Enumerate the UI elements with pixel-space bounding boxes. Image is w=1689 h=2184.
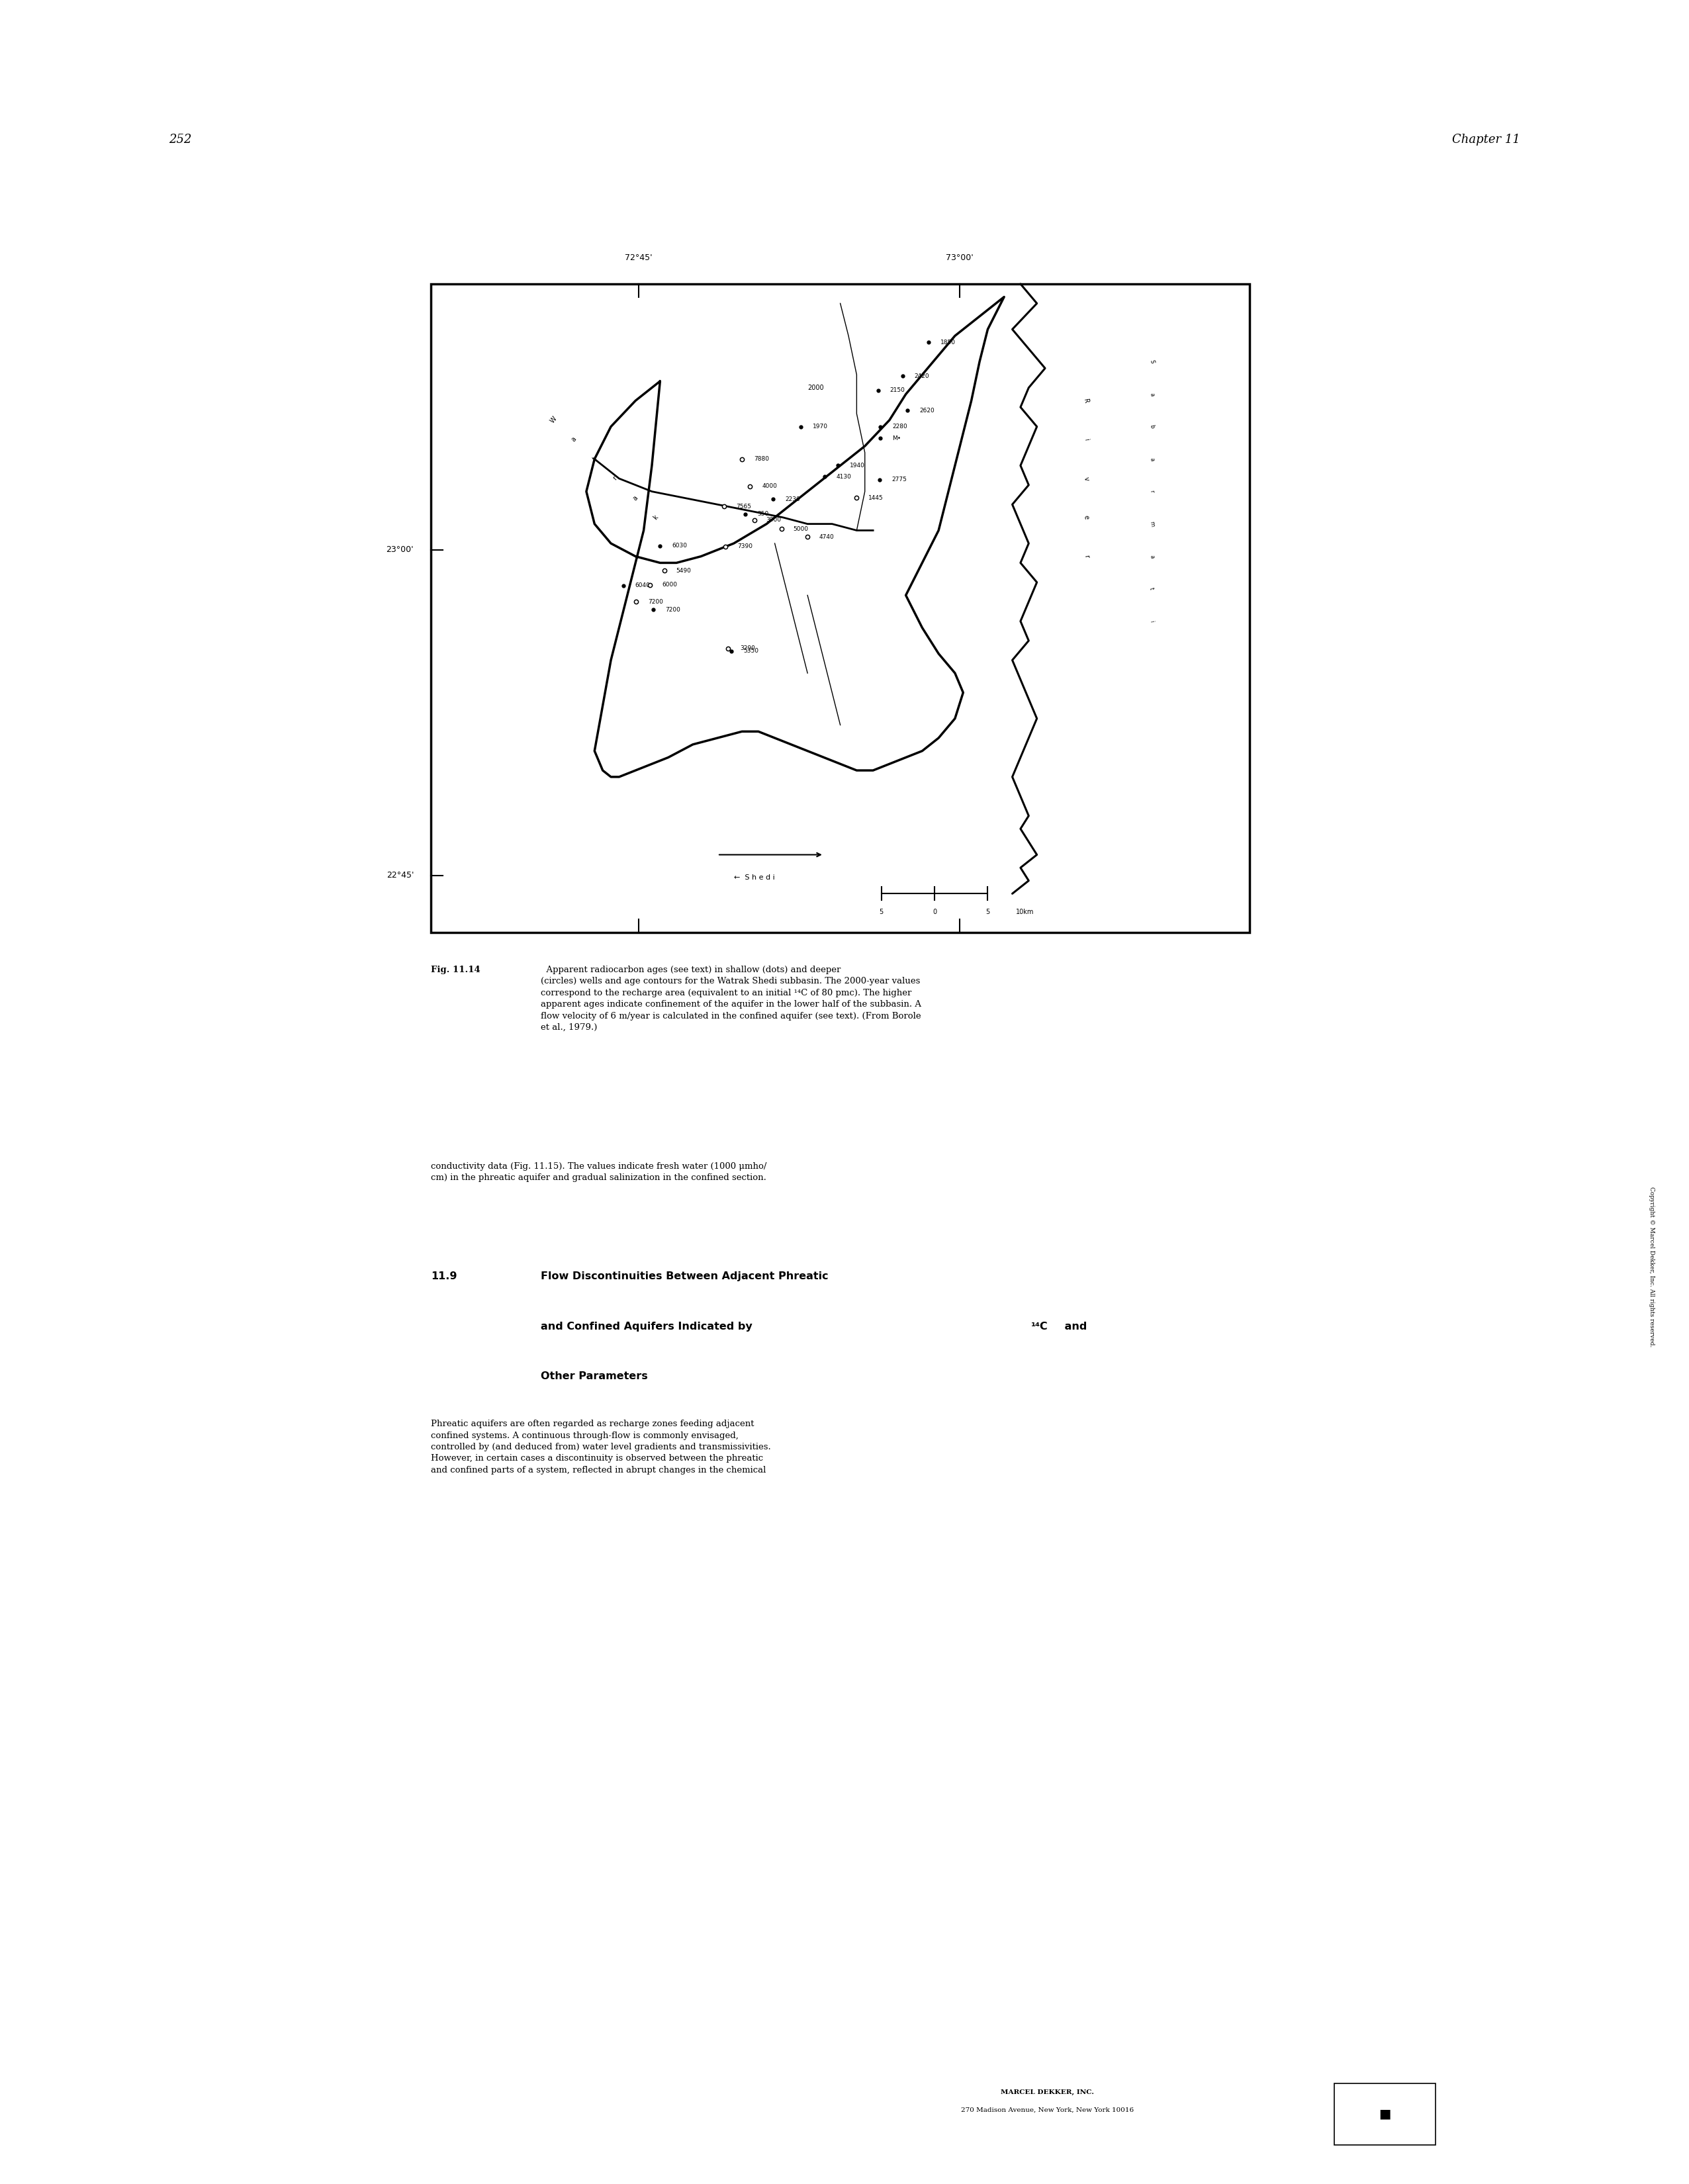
Text: a: a xyxy=(1149,555,1155,559)
Text: t: t xyxy=(591,456,598,463)
Text: Fig. 11.14: Fig. 11.14 xyxy=(431,965,480,974)
Text: t: t xyxy=(1149,587,1155,590)
Text: 4740: 4740 xyxy=(819,533,834,539)
Text: m: m xyxy=(1149,520,1155,526)
Text: e: e xyxy=(1083,515,1089,520)
Text: b: b xyxy=(1149,424,1155,428)
Text: 7880: 7880 xyxy=(753,456,768,463)
Text: 7390: 7390 xyxy=(738,544,753,550)
Text: 72°45': 72°45' xyxy=(625,253,652,262)
Bar xyxy=(431,284,1250,933)
Text: Chapter 11: Chapter 11 xyxy=(1453,133,1520,146)
Text: 2000: 2000 xyxy=(807,384,824,391)
Text: i: i xyxy=(1083,439,1089,441)
Text: 2150: 2150 xyxy=(890,387,905,393)
Text: 22°45': 22°45' xyxy=(387,871,414,880)
Text: 1445: 1445 xyxy=(868,496,883,500)
Text: and Confined Aquifers Indicated by: and Confined Aquifers Indicated by xyxy=(540,1321,755,1332)
Text: v: v xyxy=(1083,476,1089,480)
Text: Other Parameters: Other Parameters xyxy=(540,1372,647,1382)
Text: 270 Madison Avenue, New York, New York 10016: 270 Madison Avenue, New York, New York 1… xyxy=(961,2108,1133,2112)
Text: 2230: 2230 xyxy=(785,496,801,502)
Text: k: k xyxy=(652,513,660,522)
Bar xyxy=(1334,2084,1436,2145)
Text: 7565: 7565 xyxy=(736,505,752,509)
Text: 0: 0 xyxy=(932,909,936,915)
Text: R: R xyxy=(1083,397,1089,404)
Text: 2420: 2420 xyxy=(914,373,929,380)
Text: 5: 5 xyxy=(880,909,883,915)
Text: ←  S h e d i: ← S h e d i xyxy=(733,874,775,880)
Text: i: i xyxy=(1149,620,1155,622)
Text: conductivity data (Fig. 11.15). The values indicate fresh water (1000 μmho/
cm) : conductivity data (Fig. 11.15). The valu… xyxy=(431,1162,767,1182)
Text: M•: M• xyxy=(892,435,900,441)
Text: 11.9: 11.9 xyxy=(431,1271,456,1282)
Text: 2775: 2775 xyxy=(892,476,907,483)
Text: 2280: 2280 xyxy=(892,424,907,430)
Text: 3290: 3290 xyxy=(740,646,755,651)
Text: a: a xyxy=(1149,456,1155,461)
Text: 6040: 6040 xyxy=(635,583,650,587)
Text: 350: 350 xyxy=(757,511,768,518)
Text: MARCEL DEKKER, INC.: MARCEL DEKKER, INC. xyxy=(1000,2090,1094,2094)
Text: 5000: 5000 xyxy=(794,526,809,533)
Text: 6030: 6030 xyxy=(672,544,687,548)
Text: Copyright © Marcel Dekker, Inc. All rights reserved.: Copyright © Marcel Dekker, Inc. All righ… xyxy=(1648,1186,1655,1348)
Text: 73°00': 73°00' xyxy=(946,253,973,262)
Text: r: r xyxy=(611,476,618,483)
Text: W: W xyxy=(549,415,557,424)
Text: 2620: 2620 xyxy=(919,408,934,413)
Text: 10km: 10km xyxy=(1017,909,1034,915)
Text: 1970: 1970 xyxy=(812,424,828,430)
Text: 3000: 3000 xyxy=(767,518,782,522)
Text: 7200: 7200 xyxy=(665,607,681,612)
Text: a: a xyxy=(632,494,640,502)
Text: Apparent radiocarbon ages (see text) in shallow (dots) and deeper
(circles) well: Apparent radiocarbon ages (see text) in … xyxy=(540,965,921,1031)
Text: r: r xyxy=(1083,555,1089,559)
Text: 1850: 1850 xyxy=(941,339,956,345)
Text: Flow Discontinuities Between Adjacent Phreatic: Flow Discontinuities Between Adjacent Ph… xyxy=(540,1271,828,1282)
Text: 23°00': 23°00' xyxy=(387,546,414,555)
Text: ¹⁴C: ¹⁴C xyxy=(1030,1321,1047,1332)
Text: 6000: 6000 xyxy=(662,581,677,587)
Text: 5: 5 xyxy=(986,909,990,915)
Text: 4130: 4130 xyxy=(836,474,851,480)
Text: 252: 252 xyxy=(169,133,193,146)
Text: 1940: 1940 xyxy=(850,463,865,470)
Text: Phreatic aquifers are often regarded as recharge zones feeding adjacent
confined: Phreatic aquifers are often regarded as … xyxy=(431,1420,770,1474)
Text: 5350: 5350 xyxy=(743,649,758,653)
Text: 5490: 5490 xyxy=(676,568,691,574)
Text: r: r xyxy=(1149,489,1155,494)
Text: 7200: 7200 xyxy=(649,598,664,605)
Text: a: a xyxy=(1149,391,1155,395)
Text: 4000: 4000 xyxy=(762,483,777,489)
Text: a: a xyxy=(571,437,578,443)
Text: S: S xyxy=(1149,360,1155,365)
Text: and: and xyxy=(1061,1321,1086,1332)
Text: ■: ■ xyxy=(1378,2108,1392,2121)
